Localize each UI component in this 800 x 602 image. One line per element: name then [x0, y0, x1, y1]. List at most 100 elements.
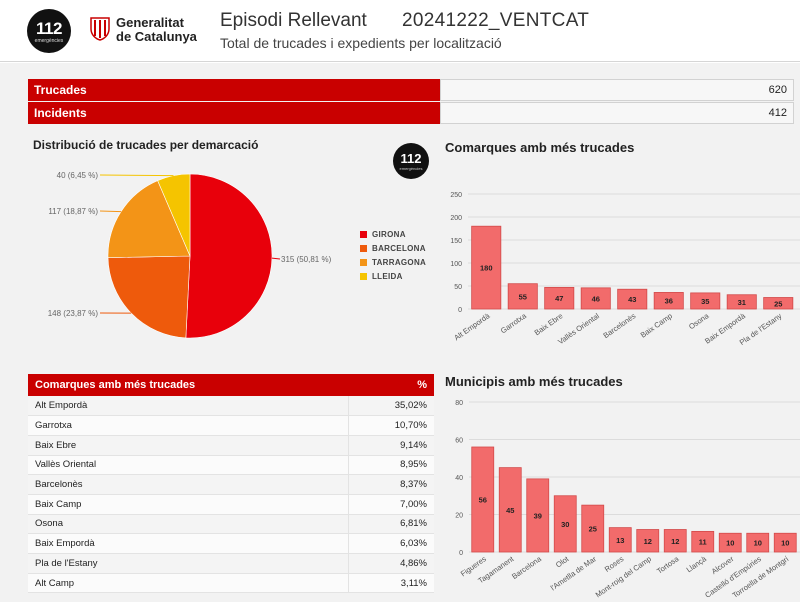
- pie-chart: 315 (50,81 %) 148 (23,87 %) 117 (18,87 %) 4…: [48, 171, 332, 339]
- x-tick-label: Barcelonès: [601, 311, 637, 340]
- kpi-value: 412: [440, 102, 794, 124]
- y-tick-label: 40: [455, 475, 463, 482]
- x-tick-label: Vallès Oriental: [556, 311, 601, 346]
- table-cell-comarca: Baix Ebre: [28, 435, 349, 456]
- pie-data-label: 40 (6,45 %): [57, 171, 99, 180]
- legend-item-barcelona: BARCELONA: [360, 244, 426, 253]
- bar: [690, 292, 721, 310]
- y-tick-label: 100: [450, 261, 462, 268]
- municipis-bar-chart: 02040608056Figueres45Tagamanent39Barcelo…: [455, 400, 800, 600]
- bar-value-label: 45: [506, 506, 514, 515]
- page-subtitle: Total de trucades i expedients per local…: [220, 35, 502, 51]
- kpi-label: Incidents: [28, 102, 440, 124]
- kpi-incidents: Incidents 412: [28, 102, 794, 124]
- x-tick-label: Tortosa: [655, 554, 681, 576]
- table-cell-pct: 10,70%: [347, 415, 434, 436]
- x-tick-label: Olot: [554, 554, 571, 570]
- legend-swatch: [360, 259, 367, 266]
- pie-data-label: 315 (50,81 %): [281, 255, 332, 264]
- bar: [553, 495, 577, 553]
- table-row: Alt Camp 3,11%: [28, 573, 434, 594]
- bar: [581, 504, 605, 553]
- generalitat-emblem-icon: [90, 17, 110, 41]
- bar: [471, 446, 495, 553]
- table-header-pct: %: [348, 374, 434, 396]
- table-row: Pla de l'Estany 4,86%: [28, 553, 434, 574]
- bar-value-label: 46: [592, 294, 600, 303]
- table-row: Barcelonès 8,37%: [28, 474, 434, 495]
- table-cell-comarca: Baix Empordà: [28, 533, 349, 554]
- pie-slice-lleida: [157, 173, 191, 257]
- pie-connector: [99, 210, 122, 213]
- legend-swatch: [360, 231, 367, 238]
- bar-value-label: 11: [699, 538, 707, 547]
- table-header-name: Comarques amb més trucades: [28, 374, 349, 396]
- logo-112-sub: emergències: [34, 38, 64, 44]
- comarques-chart-title: Comarques amb més trucades: [445, 140, 635, 155]
- x-tick-label: Baix Ebre: [533, 311, 565, 337]
- generalitat-logo-text: Generalitat de Catalunya: [116, 16, 197, 44]
- table-cell-comarca: Alt Empordà: [28, 396, 349, 417]
- legend-swatch: [360, 273, 367, 280]
- pie-slice-girona: [185, 173, 273, 339]
- x-tick-label: Garrotxa: [499, 311, 529, 336]
- badge-112-main: 112: [400, 151, 422, 166]
- x-tick-label: Llançà: [685, 554, 709, 575]
- table-cell-pct: 6,81%: [347, 514, 434, 535]
- x-tick-label: Roses: [603, 554, 626, 574]
- legend-label: BARCELONA: [372, 244, 426, 253]
- bar-value-label: 25: [589, 525, 597, 534]
- legend-item-tarragona: TARRAGONA: [360, 258, 426, 267]
- y-tick-label: 60: [455, 438, 463, 445]
- y-tick-label: 150: [450, 238, 462, 245]
- legend-item-lleida: LLEIDA: [360, 272, 403, 281]
- kpi-value: 620: [440, 79, 794, 101]
- legend-label: TARRAGONA: [372, 258, 427, 267]
- bar: [726, 294, 757, 310]
- bar: [507, 283, 538, 310]
- pie-slice-tarragona: [107, 180, 191, 258]
- generalitat-line2: de Catalunya: [116, 29, 197, 44]
- table-cell-pct: 3,11%: [347, 573, 434, 594]
- table-cell-pct: 8,37%: [347, 474, 434, 495]
- y-tick-label: 0: [459, 550, 463, 557]
- bar-value-label: 56: [479, 496, 487, 505]
- y-tick-label: 0: [458, 307, 462, 314]
- badge-112: 112 emergències: [393, 143, 429, 179]
- table-header-row: Comarques amb més trucades %: [28, 374, 434, 396]
- x-tick-label: Alt Empordà: [452, 311, 492, 343]
- x-tick-label: Baix Camp: [639, 311, 674, 339]
- pie-data-label: 148 (23,87 %): [48, 309, 99, 318]
- header: 112 emergències Generalitat de Catalunya…: [0, 0, 800, 62]
- bar: [653, 292, 684, 310]
- bar-value-label: 31: [738, 298, 746, 307]
- y-tick-label: 20: [455, 513, 463, 520]
- bar-value-label: 12: [671, 537, 679, 546]
- generalitat-line1: Generalitat: [116, 15, 184, 30]
- legend-item-girona: GIRONA: [360, 230, 406, 239]
- comarques-bar-chart: 0 50 100 150 200 250 180 Alt Empordà 55 Garrotxa 4…: [450, 192, 800, 347]
- y-tick-label: 200: [450, 215, 462, 222]
- bar: [773, 532, 797, 553]
- bar: [580, 287, 611, 310]
- episode-code: 20241222_VENTCAT: [402, 10, 590, 31]
- bar-value-label: 55: [519, 292, 527, 301]
- table-cell-comarca: Pla de l'Estany: [28, 553, 349, 574]
- y-tick-label: 50: [454, 284, 462, 291]
- table-cell-pct: 7,00%: [347, 494, 434, 515]
- logo-112-main: 112: [36, 19, 62, 38]
- table-row: Baix Camp 7,00%: [28, 494, 434, 515]
- bar: [471, 225, 502, 310]
- bar: [691, 530, 715, 553]
- bar-value-label: 30: [561, 520, 569, 529]
- pie-connector: [99, 174, 174, 177]
- pie-connector: [271, 257, 281, 260]
- legend-label: LLEIDA: [372, 272, 403, 281]
- table-cell-comarca: Garrotxa: [28, 415, 349, 436]
- pie-slice-barcelona: [107, 255, 191, 339]
- bar: [617, 288, 648, 310]
- bar: [746, 532, 770, 553]
- bar-value-label: 180: [480, 264, 493, 273]
- bar-value-label: 25: [774, 299, 782, 308]
- bar-value-label: 10: [754, 539, 762, 548]
